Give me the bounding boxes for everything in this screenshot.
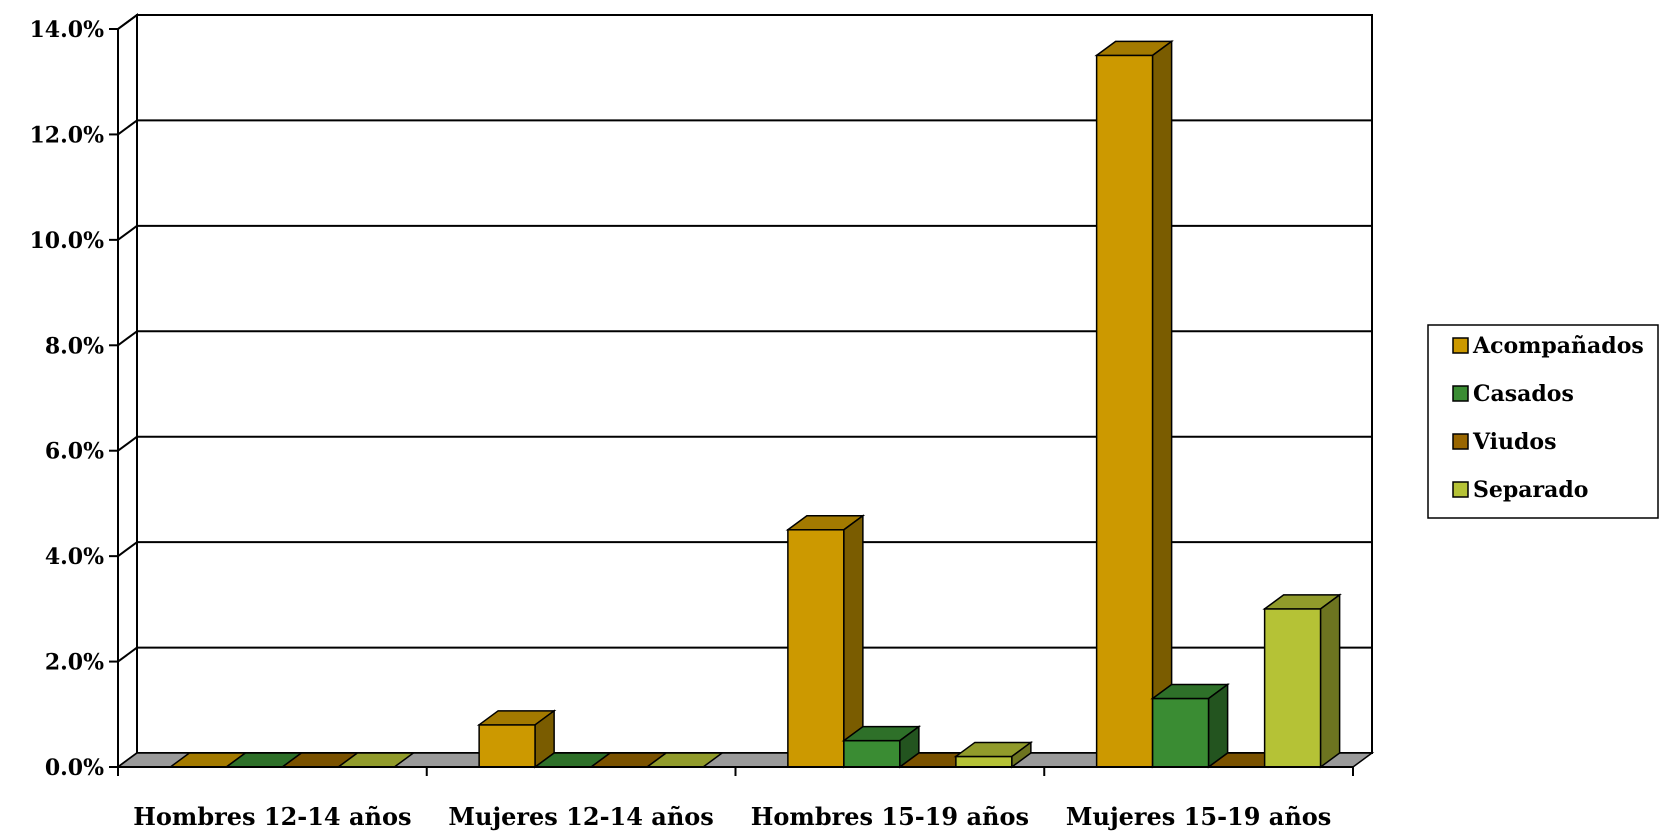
axes [109, 28, 1354, 776]
legend: Acompañados Casados Viudos Separado [1427, 324, 1659, 519]
bar-separado-3 [1262, 593, 1342, 769]
y-axis-tick-labels: 0.0% 2.0% 4.0% 6.0% 8.0% 10.0% 12.0% 14.0% [30, 17, 105, 781]
bar-casados-3 [1150, 682, 1230, 769]
legend-label: Casados [1473, 381, 1574, 407]
legend-item-acompañados: Acompañados [1452, 333, 1644, 359]
legend-swatch [1452, 337, 1469, 354]
category-label: Mujeres 15-19 años [1066, 802, 1331, 831]
gridline-side [117, 435, 138, 452]
x-axis-category-labels: Hombres 12-14 años Mujeres 12-14 años Homb… [133, 802, 1331, 831]
gridline-side [117, 225, 138, 241]
legend-label: Viudos [1472, 429, 1556, 455]
gridline-side [117, 119, 138, 136]
bar-casados-2 [841, 725, 922, 769]
bar-acompañados-2 [785, 514, 866, 769]
category-label: Hombres 12-14 años [133, 802, 411, 831]
back-wall [136, 14, 1373, 754]
legend-swatch [1452, 433, 1469, 450]
legend-item-casados: Casados [1452, 381, 1574, 407]
y-tick-label: 12.0% [30, 122, 105, 148]
y-tick-label: 0.0% [45, 755, 104, 781]
legend-item-separado: Separado [1452, 477, 1588, 503]
bar-acompañados-3 [1094, 39, 1174, 769]
legend-label: Acompañados [1472, 333, 1644, 359]
gridline-side [117, 330, 138, 347]
y-tick-label: 8.0% [45, 333, 104, 359]
bar-separado-2 [953, 740, 1034, 769]
category-label: Mujeres 12-14 años [448, 802, 713, 831]
category-label: Hombres 15-19 años [751, 802, 1029, 831]
y-tick-label: 6.0% [45, 439, 104, 465]
gridline-side [117, 14, 138, 30]
bars-layer [168, 39, 1342, 769]
y-tick-label: 4.0% [45, 544, 104, 570]
legend-swatch [1452, 385, 1469, 402]
gridline-side [117, 646, 138, 663]
y-tick-label: 2.0% [45, 650, 104, 676]
legend-item-viudos: Viudos [1452, 429, 1556, 455]
y-tick-label: 10.0% [30, 228, 105, 254]
gridline-side [117, 541, 138, 557]
plot-background [117, 13, 1373, 769]
y-tick-label: 14.0% [30, 17, 105, 43]
legend-label: Separado [1473, 477, 1588, 503]
legend-swatch [1452, 481, 1469, 498]
bar-acompañados-1 [476, 709, 557, 769]
